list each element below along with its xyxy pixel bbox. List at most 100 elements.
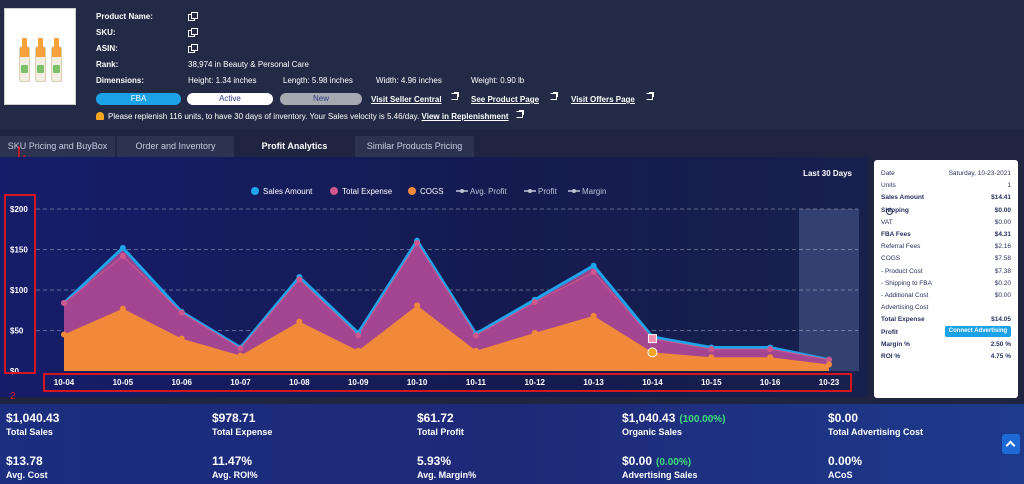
summary-value-text: 5.93% — [417, 454, 452, 468]
data-point-sales[interactable] — [119, 244, 126, 251]
cogs-area — [64, 305, 829, 371]
data-point-cogs[interactable] — [826, 361, 832, 368]
copy-icon[interactable] — [188, 12, 198, 21]
data-point-sales[interactable] — [590, 262, 597, 269]
legend-label[interactable]: Margin — [582, 187, 606, 196]
detail-row-value: $0.00 — [994, 206, 1011, 214]
data-point-expense[interactable] — [178, 309, 185, 316]
detail-row-label: - Shipping to FBA — [881, 279, 932, 287]
data-point-expense[interactable] — [826, 356, 832, 363]
range-label[interactable]: Last 30 Days — [803, 169, 852, 178]
data-point-expense[interactable] — [414, 240, 421, 247]
data-point-cogs[interactable] — [296, 318, 303, 325]
data-point-expense[interactable] — [296, 276, 303, 283]
summary-stat-caption: Advertising Sales — [622, 470, 698, 480]
expense-line — [63, 242, 830, 361]
offers-page-link[interactable]: Visit Offers Page — [571, 95, 635, 104]
fba-badge: FBA — [96, 93, 181, 105]
tab-similar-products[interactable]: Similar Products Pricing — [355, 136, 475, 157]
replenishment-link[interactable]: View in Replenishment — [421, 112, 509, 121]
product-page-link[interactable]: See Product Page — [471, 95, 540, 104]
width-value: Width: 4.96 inches — [376, 76, 442, 85]
detail-row-value: 4.75 % — [990, 353, 1011, 360]
hover-marker-expense — [647, 334, 657, 344]
day-detail-card: Date Saturday, 10-23-2021 Units 1 Sales Amou… — [874, 160, 1018, 398]
data-point-expense[interactable] — [61, 299, 67, 306]
data-point-cogs[interactable] — [237, 352, 244, 359]
seller-central-link[interactable]: Visit Seller Central — [371, 95, 442, 104]
data-point-cogs[interactable] — [355, 347, 362, 354]
tab-sku-pricing[interactable]: SKU Pricing and BuyBox — [0, 136, 116, 157]
external-link-icon[interactable] — [515, 110, 524, 118]
copy-icon[interactable] — [188, 28, 198, 37]
legend-marker[interactable] — [408, 187, 416, 195]
legend-marker[interactable] — [251, 187, 259, 195]
status-badge: Active — [187, 93, 273, 105]
data-point-cogs[interactable] — [531, 329, 538, 336]
detail-row: COGS $7.58 — [881, 253, 1011, 265]
detail-row: ROI % 4.75 % — [881, 351, 1011, 363]
legend-label[interactable]: Sales Amount — [263, 187, 313, 196]
summary-value-text: $1,040.43 — [622, 411, 676, 425]
summary-stat-value: $1,040.43 (100.00%) — [622, 411, 726, 425]
data-point-expense[interactable] — [708, 346, 715, 353]
data-point-expense[interactable] — [237, 345, 244, 352]
data-point-expense[interactable] — [767, 346, 774, 353]
summary-stat-value: 5.93% — [417, 454, 476, 468]
legend-label[interactable]: Avg. Profit — [470, 187, 508, 196]
profit-chart-panel: $0 $50 $100 $150 $200 10-04 10-05 10-06 10-07 10-… — [0, 157, 868, 397]
info-icon[interactable]: i — [886, 207, 893, 215]
external-link-icon[interactable] — [550, 92, 558, 100]
data-point-cogs[interactable] — [708, 354, 715, 361]
summary-stat-caption: Total Advertising Cost — [828, 427, 924, 437]
legend-marker[interactable] — [460, 189, 464, 193]
summary-value-text: 11.47% — [212, 454, 253, 468]
annotation-number-2: 2 — [10, 391, 16, 402]
legend-marker[interactable] — [572, 189, 576, 193]
data-point-expense[interactable] — [355, 332, 362, 339]
copy-icon[interactable] — [188, 44, 198, 53]
data-point-cogs[interactable] — [178, 335, 185, 342]
legend-marker[interactable] — [528, 189, 532, 193]
legend-label[interactable]: COGS — [420, 187, 444, 196]
data-point-cogs[interactable] — [590, 312, 597, 319]
scroll-to-top-button[interactable] — [1002, 434, 1020, 454]
detail-row: Units 1 — [881, 180, 1011, 192]
detail-row-value: $0.20 — [994, 279, 1011, 287]
profit-chart[interactable]: $0 $50 $100 $150 $200 10-04 10-05 10-06 10-07 10-… — [0, 157, 868, 397]
detail-row-value: $0.00 — [994, 218, 1011, 226]
data-point-cogs[interactable] — [61, 331, 67, 338]
legend-label[interactable]: Total Expense — [342, 187, 393, 196]
y-tick-label: $100 — [10, 286, 28, 295]
data-point-expense[interactable] — [119, 252, 126, 259]
detail-row-label: COGS — [881, 255, 901, 263]
x-tick-label: 10-14 — [642, 378, 663, 387]
detail-row: Shipping i $0.00 — [881, 205, 1011, 217]
data-point-cogs[interactable] — [472, 347, 479, 354]
summary-stat: $978.71 Total Expense — [212, 411, 272, 437]
summary-stat-caption: Organic Sales — [622, 427, 683, 437]
rank-label: Rank: — [96, 60, 119, 69]
external-link-icon[interactable] — [451, 92, 459, 100]
connect-advertising-button[interactable]: Connect Advertising — [945, 326, 1011, 337]
detail-row-value: Saturday, 10-23-2021 — [948, 170, 1011, 177]
data-point-expense[interactable] — [590, 269, 597, 276]
detail-row-label: Total Expense — [881, 316, 925, 324]
tab-profit-analytics[interactable]: Profit Analytics — [236, 136, 354, 157]
data-point-cogs[interactable] — [119, 305, 126, 312]
legend-label[interactable]: Profit — [538, 187, 557, 196]
legend-marker[interactable] — [330, 187, 338, 195]
summary-value-text: $1,040.43 — [6, 411, 60, 425]
summary-stat-caption: ACoS — [828, 470, 853, 480]
data-point-cogs[interactable] — [414, 302, 421, 309]
data-point-cogs[interactable] — [767, 354, 774, 361]
data-point-expense[interactable] — [472, 332, 479, 339]
summary-stat-value: $13.78 — [6, 454, 48, 468]
data-point-expense[interactable] — [531, 299, 538, 306]
external-link-icon[interactable] — [646, 92, 654, 100]
detail-row: Margin % 2.50 % — [881, 339, 1011, 351]
summary-value-text: $978.71 — [212, 411, 256, 425]
tab-order-inventory[interactable]: Order and Inventory — [117, 136, 235, 157]
detail-row: Referral Fees $2.16 — [881, 241, 1011, 253]
summary-stat: 5.93% Avg. Margin% — [417, 454, 476, 480]
